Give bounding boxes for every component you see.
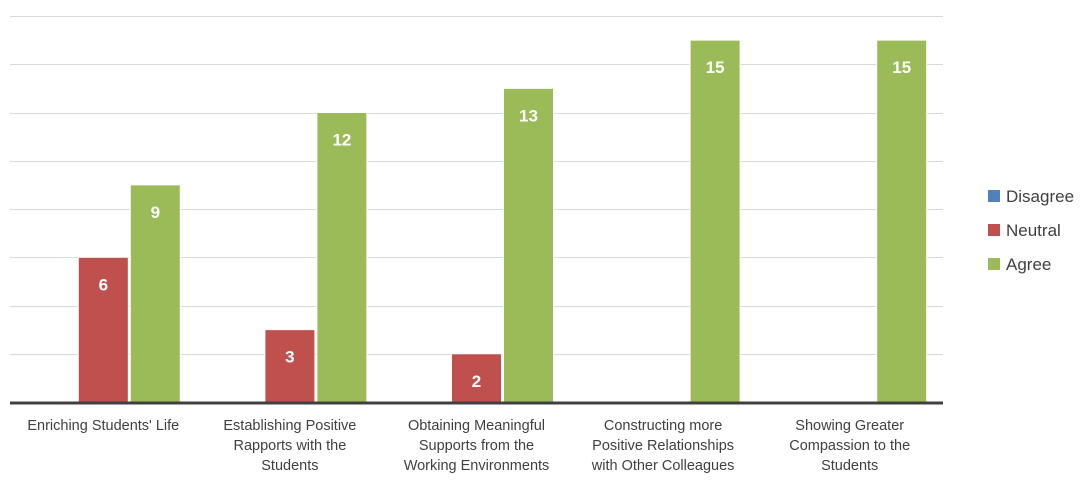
category-label-line: Rapports with the: [233, 438, 346, 454]
category-label-line: Constructing more: [604, 418, 722, 434]
bar-neutral-1: [264, 329, 316, 403]
category-label-line: Positive Relationships: [592, 438, 734, 454]
legend: Disagree Neutral Agree: [988, 187, 1074, 274]
data-label-agree-1: 12: [332, 131, 351, 150]
category-label-line: Working Environments: [404, 458, 550, 474]
bar-agree-3: [689, 39, 741, 403]
data-label-agree-0: 9: [151, 203, 160, 222]
category-label-line: Obtaining Meaningful: [408, 418, 545, 434]
data-label-agree-3: 15: [706, 58, 725, 77]
bar-agree-1: [316, 112, 368, 403]
category-label-line: with Other Colleagues: [591, 458, 735, 474]
legend-label-agree: Agree: [1006, 255, 1051, 274]
data-label-neutral-0: 6: [99, 275, 108, 294]
bar-agree-0: [129, 184, 181, 403]
category-labels: Enriching Students' Life Establishing Pos…: [27, 418, 910, 474]
legend-label-disagree: Disagree: [1006, 187, 1074, 206]
category-label-line: Compassion to the: [789, 438, 910, 454]
category-label-line: Students: [261, 458, 318, 474]
bars: [77, 39, 928, 403]
bar-agree-4: [876, 39, 928, 403]
category-label-1: Establishing Positive Rapports with the St…: [223, 418, 356, 474]
category-label-line: Students: [821, 458, 878, 474]
bar-neutral-0: [77, 256, 129, 403]
category-label-line: Establishing Positive: [223, 418, 356, 434]
data-label-neutral-1: 3: [285, 348, 294, 367]
category-label-line: Showing Greater: [795, 418, 904, 434]
category-label-line: Enriching Students' Life: [27, 418, 179, 434]
category-label-2: Obtaining Meaningful Supports from the Wor…: [404, 418, 550, 474]
category-label-3: Constructing more Positive Relationships w…: [591, 418, 735, 474]
bar-agree-2: [503, 87, 554, 403]
legend-swatch-agree: [988, 258, 1000, 270]
legend-swatch-neutral: [988, 224, 1000, 236]
data-labels: 6 9 3 12 2 13 15 15: [99, 58, 912, 391]
category-label-0: Enriching Students' Life: [27, 418, 179, 434]
data-label-neutral-2: 2: [472, 372, 481, 391]
bar-neutral-2: [451, 353, 502, 403]
legend-swatch-disagree: [988, 190, 1000, 202]
data-label-agree-2: 13: [519, 106, 538, 125]
legend-label-neutral: Neutral: [1006, 221, 1061, 240]
category-label-4: Showing Greater Compassion to the Students: [789, 418, 910, 474]
category-label-line: Supports from the: [419, 438, 534, 454]
data-label-agree-4: 15: [892, 58, 911, 77]
